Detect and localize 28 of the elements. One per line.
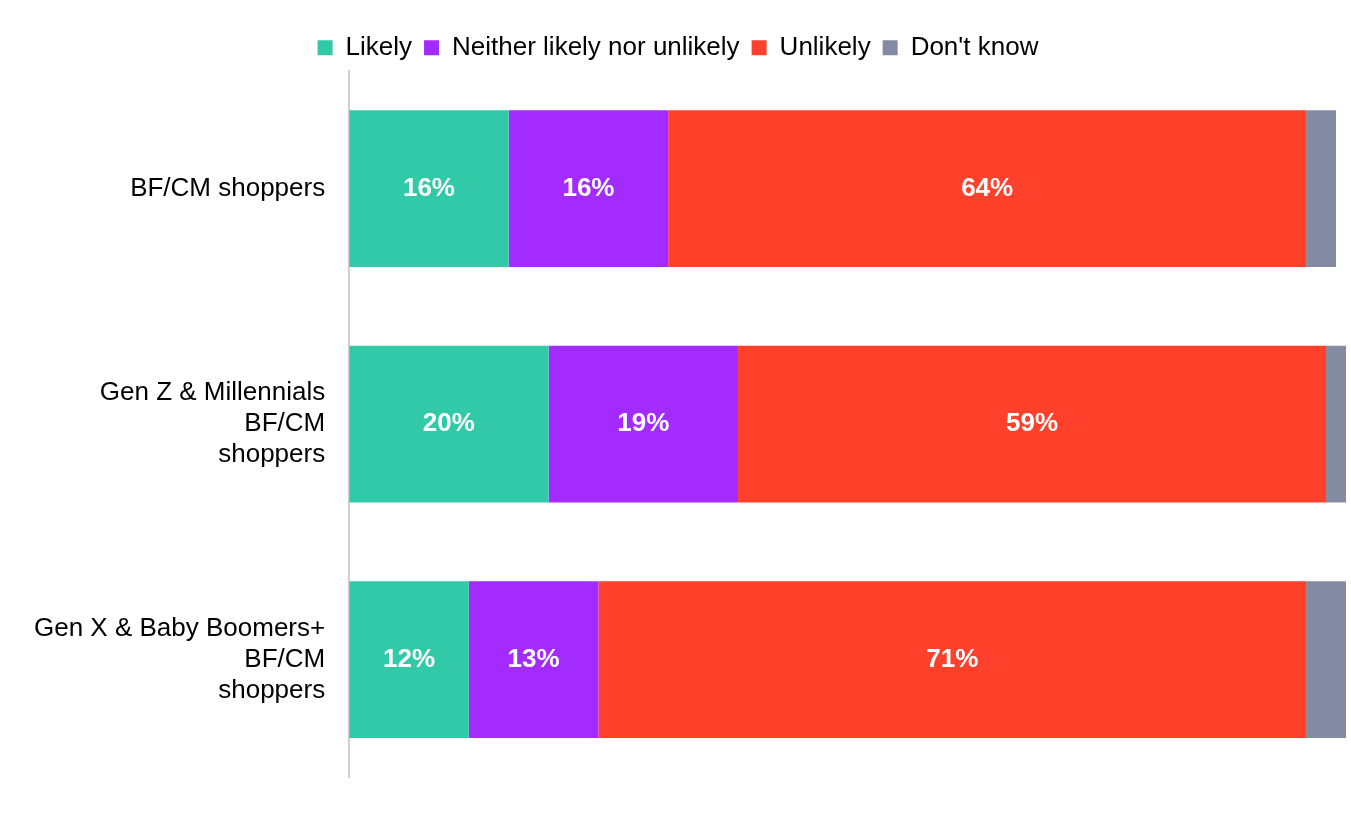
bar	[548, 345, 738, 503]
legend-label: Unlikely	[779, 30, 871, 61]
legend-label: Don't know	[910, 30, 1039, 61]
y-tick-label: Gen Z & Millennials BF/CM shoppers	[99, 376, 326, 469]
bar	[1306, 110, 1337, 267]
bar	[468, 581, 599, 738]
data-label: 19%	[617, 407, 670, 438]
bar	[349, 110, 509, 267]
legend-label: Likely	[345, 30, 413, 61]
data-label: 71%	[926, 642, 979, 673]
data-label: 59%	[1005, 407, 1059, 438]
bar	[598, 581, 1307, 738]
data-label: 16%	[562, 171, 615, 202]
data-label: 16%	[402, 171, 455, 202]
bar	[1326, 345, 1346, 503]
y-tick-label: Gen X & Baby Boomers+ BF/CM shoppers	[33, 611, 326, 705]
bar	[668, 110, 1307, 267]
data-label: 13%	[507, 642, 560, 673]
bar	[1306, 581, 1346, 738]
bar	[508, 110, 669, 267]
data-label: 64%	[961, 171, 1014, 202]
bar	[349, 345, 549, 503]
y-tick-label: BF/CM shoppers	[130, 171, 326, 202]
data-label: 12%	[382, 642, 436, 673]
bar	[349, 581, 469, 738]
legend-label: Neither likely nor unlikely	[452, 30, 740, 61]
data-label: 20%	[422, 407, 475, 438]
bar	[737, 345, 1327, 503]
